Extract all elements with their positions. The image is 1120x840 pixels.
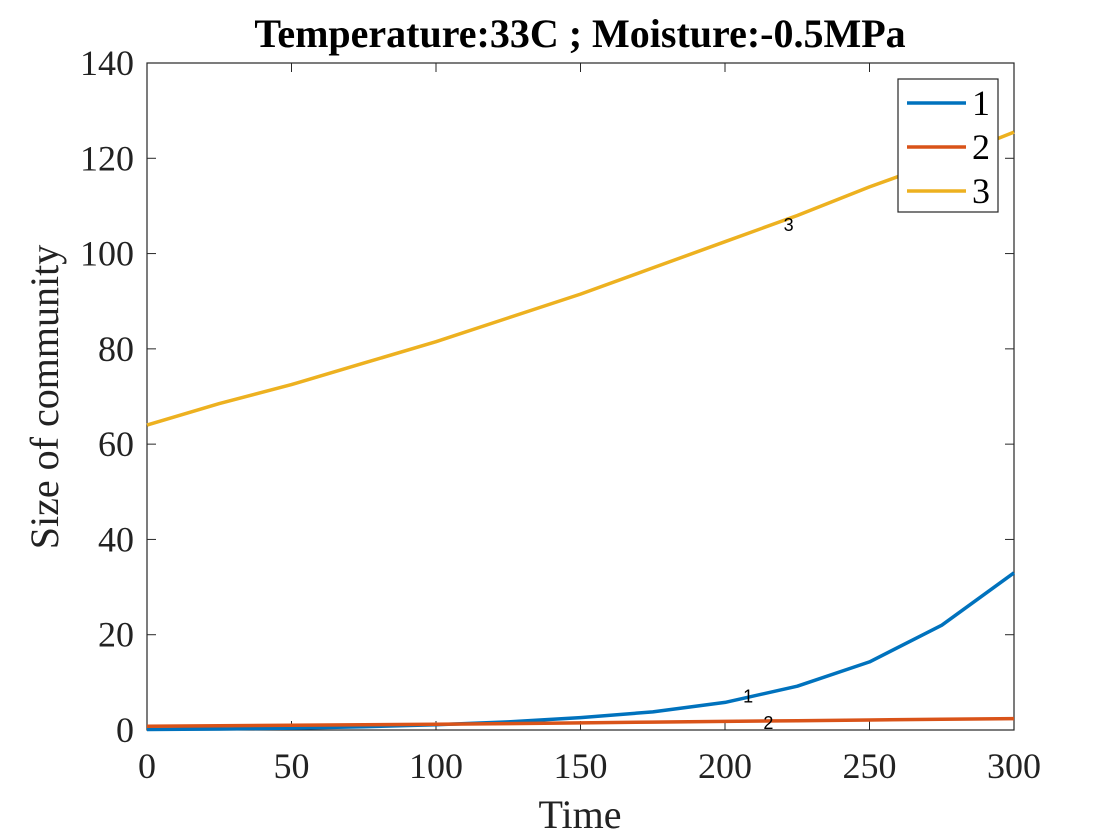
axis-ticks [146, 62, 1015, 731]
series-line-1 [146, 571, 1016, 732]
x-tick-label: 250 [843, 746, 897, 786]
plot-area-border [146, 62, 1015, 731]
x-tick-label: 100 [409, 746, 463, 786]
legend-label-1: 1 [972, 83, 990, 123]
legend: 123 [897, 78, 999, 213]
x-tick-label: 200 [698, 746, 752, 786]
x-tick-labels: 0 50 100 150 200 250 300 [138, 746, 1041, 786]
y-tick-label: 20 [98, 615, 134, 655]
inline-label-1: 1 [743, 687, 753, 707]
y-tick-label: 80 [98, 329, 134, 369]
inline-label-2: 2 [763, 713, 773, 733]
y-tick-labels: 0 20 40 60 80 100 120 140 [80, 43, 134, 750]
y-axis-label: Size of community [22, 245, 67, 549]
y-tick-label: 140 [80, 43, 134, 83]
x-tick-label: 300 [987, 746, 1041, 786]
y-tick-label: 0 [116, 710, 134, 750]
legend-label-3: 3 [972, 171, 990, 211]
y-tick-label: 60 [98, 424, 134, 464]
inline-label-3: 3 [784, 215, 794, 235]
x-tick-label: 50 [274, 746, 310, 786]
chart-title: Temperature:33C ; Moisture:-0.5MPa [254, 11, 905, 56]
series-line-3 [146, 130, 1015, 427]
x-tick-label: 0 [138, 746, 156, 786]
y-tick-label: 100 [80, 234, 134, 274]
x-axis-label: Time [538, 792, 621, 837]
legend-label-2: 2 [972, 127, 990, 167]
y-tick-label: 40 [98, 519, 134, 559]
series-lines [146, 130, 1016, 732]
y-tick-label: 120 [80, 138, 134, 178]
inline-series-labels: 12 3 [743, 215, 793, 733]
series-line-2 [146, 716, 1015, 728]
x-tick-label: 150 [554, 746, 608, 786]
